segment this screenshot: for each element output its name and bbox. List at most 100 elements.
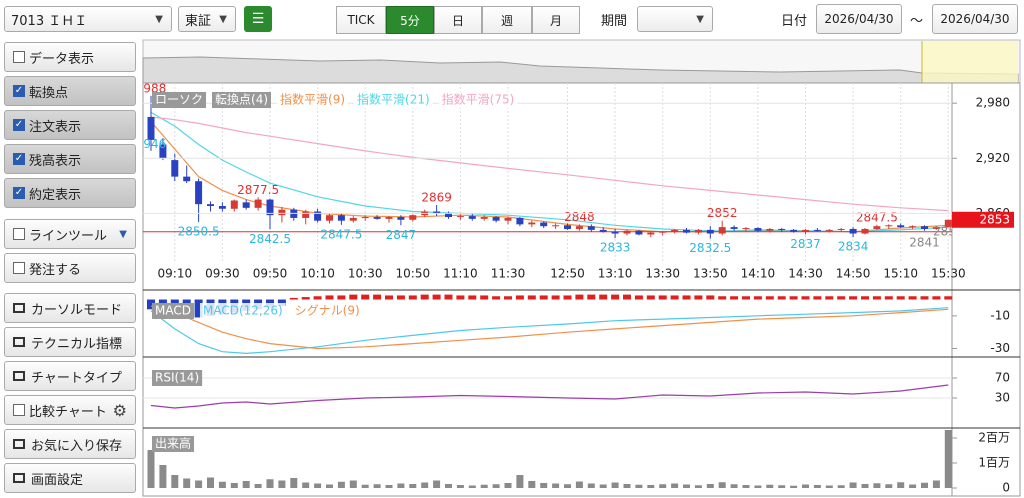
sidebar-button[interactable]: カーソルモード <box>4 293 136 323</box>
sidebar-label: 画面設定 <box>31 472 84 488</box>
volume-bar <box>528 481 536 488</box>
candle-body <box>456 216 464 218</box>
sidebar-button[interactable]: ✓ 約定表示 <box>4 178 136 208</box>
candle-body <box>230 200 238 209</box>
macd-histogram-bar <box>527 295 536 300</box>
volume-bar <box>302 482 310 488</box>
checkbox <box>13 262 25 274</box>
legend-box <box>277 92 349 108</box>
macd-histogram-bar <box>420 294 429 300</box>
price-annotation: 2946 <box>136 137 167 151</box>
volume-bar <box>349 480 357 488</box>
period-button[interactable]: 月 <box>532 6 580 34</box>
list-button[interactable]: ☰ <box>244 6 272 32</box>
candle-body <box>183 176 191 182</box>
candle-body <box>825 229 833 231</box>
window-icon <box>13 473 25 483</box>
sidebar-button[interactable]: ✓ 転換点 <box>4 76 136 106</box>
period-button[interactable]: 5分 <box>386 6 434 34</box>
sidebar-label: 発注する <box>29 262 82 278</box>
price-annotation: 2847 <box>386 228 417 242</box>
price-annotation: 2869 <box>421 191 452 205</box>
macd-histogram-bar <box>670 295 679 300</box>
price-annotation: 2841 <box>909 235 940 249</box>
macd-histogram-bar <box>718 296 727 300</box>
symbol-select[interactable]: 7013 ＩＨＩ ▼ <box>4 6 172 32</box>
candle-body <box>218 206 226 209</box>
legend-label: 指数平滑(21) <box>357 92 430 107</box>
macd-histogram-bar <box>920 296 929 300</box>
candle-body <box>349 217 357 221</box>
x-tick-label: 15:10 <box>883 267 918 281</box>
x-tick-label: 09:30 <box>205 267 240 281</box>
candle-body <box>885 225 893 227</box>
date-from[interactable]: 2026/04/30 <box>816 4 902 34</box>
candle-body <box>528 222 536 225</box>
volume-bar <box>337 481 345 488</box>
candle-body <box>706 229 714 234</box>
candle-body <box>921 226 928 229</box>
candle-body <box>671 229 679 232</box>
candle-body <box>837 228 845 230</box>
volume-bar <box>730 484 738 488</box>
sidebar-label: 比較チャート <box>29 404 107 420</box>
market-select[interactable]: 東証 ▼ <box>178 6 236 32</box>
period-button[interactable]: 日 <box>434 6 482 34</box>
sidebar-button[interactable]: お気に入り保存 <box>4 429 136 459</box>
candle-body <box>564 225 571 229</box>
y-tick-label: 30 <box>995 391 1010 405</box>
sidebar-button[interactable]: ラインツール ▼ <box>4 219 136 249</box>
symbol: 7013 ＩＨＩ <box>11 13 88 29</box>
price-annotation: 2837 <box>790 237 821 251</box>
macd-line <box>150 305 949 350</box>
volume-bar <box>837 485 845 488</box>
candle-body <box>504 217 512 221</box>
period-button[interactable]: 週 <box>482 6 532 34</box>
rsi-line <box>150 384 949 409</box>
candle-body <box>647 232 655 235</box>
macd-histogram-bar <box>480 295 489 300</box>
sidebar-button[interactable]: 比較チャート ⚙ <box>4 395 136 425</box>
candle-body <box>635 230 643 235</box>
sidebar-button[interactable]: データ表示 <box>4 42 136 72</box>
sidebar-button[interactable]: 画面設定 <box>4 463 136 493</box>
sidebar-label: 残高表示 <box>29 153 82 169</box>
volume-bar <box>159 465 167 488</box>
macd-histogram-bar <box>349 294 358 300</box>
volume-bar <box>671 483 679 488</box>
macd-histogram-bar <box>789 296 798 300</box>
sidebar-button[interactable]: チャートタイプ <box>4 361 136 391</box>
candle-body <box>207 204 214 207</box>
price-annotation: 2842.5 <box>249 232 291 246</box>
candle-body <box>754 228 762 231</box>
macd-histogram-bar <box>373 294 382 300</box>
sidebar-button[interactable]: テクニカル指標 <box>4 327 136 357</box>
volume-bar <box>754 485 762 488</box>
x-tick-label: 14:50 <box>836 267 871 281</box>
macd-histogram-bar <box>730 296 739 300</box>
x-tick-label: 12:50 <box>550 267 585 281</box>
sidebar-button[interactable]: 発注する <box>4 253 136 283</box>
volume-bar <box>254 484 262 488</box>
legend-label: 指数平滑(9) <box>280 92 345 107</box>
window-icon <box>13 439 25 449</box>
x-tick-label: 13:10 <box>598 267 633 281</box>
sidebar-button[interactable]: ✓ 注文表示 <box>4 110 136 140</box>
macd-line <box>150 307 949 355</box>
volume-bar <box>361 484 369 488</box>
y-tick-label: 70 <box>995 371 1010 385</box>
dropdown-arrow: ▼ <box>119 228 127 240</box>
candle-body <box>337 215 345 221</box>
legend-label: ローソク <box>155 93 203 107</box>
y-tick-label: -10 <box>990 308 1010 322</box>
range-select[interactable]: ▼ <box>637 6 713 32</box>
legend-box <box>152 303 194 319</box>
date-to[interactable]: 2026/04/30 <box>932 4 1018 34</box>
y-tick-label: 2百万 <box>978 431 1010 445</box>
legend-box <box>212 92 272 108</box>
period-button[interactable]: TICK <box>336 6 386 34</box>
candle-body <box>575 226 583 229</box>
checkbox <box>13 404 25 416</box>
legend-label: RSI(14) <box>155 371 199 385</box>
sidebar-button[interactable]: ✓ 残高表示 <box>4 144 136 174</box>
